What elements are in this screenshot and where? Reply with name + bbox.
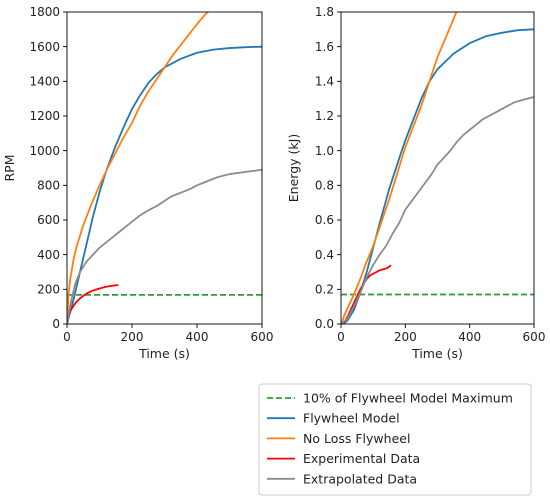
- series-line-experimental-data: [67, 284, 119, 324]
- rpm-plot: 0 200 400 600 0 200 400 600 800 1000 1200 1400 1600 1…: [2, 5, 273, 361]
- y-tick-label: 1.0: [315, 144, 334, 158]
- axes-frame: [340, 11, 535, 325]
- y-tick-label: 0.6: [315, 213, 334, 227]
- series-line-extrapolated-data: [67, 168, 262, 324]
- x-tick-label: 600: [523, 330, 546, 344]
- x-tick-label: 400: [186, 330, 209, 344]
- legend-label: 10% of Flywheel Model Maximum: [303, 391, 513, 406]
- y-tick-label: 0: [52, 317, 60, 331]
- x-tick-label: 200: [121, 330, 144, 344]
- y-tick-label: 800: [37, 179, 60, 193]
- x-tick-label: 200: [394, 330, 417, 344]
- y-tick-label: 400: [37, 248, 60, 262]
- legend-label: Flywheel Model: [303, 411, 400, 426]
- y-tick-label: 0.4: [315, 248, 334, 262]
- series-group: [341, 12, 534, 324]
- series-line-extrapolated-data: [341, 96, 534, 324]
- x-axis-label: Time (s): [138, 346, 190, 361]
- x-tick-label: 0: [337, 330, 345, 344]
- y-tick-label: 1400: [29, 75, 60, 89]
- axes-frame: [66, 11, 263, 325]
- x-axis-label: Time (s): [411, 346, 463, 361]
- y-tick-label: 1000: [29, 144, 60, 158]
- series-group: [67, 12, 262, 324]
- y-tick-label: 600: [37, 213, 60, 227]
- y-tick-label: 1200: [29, 109, 60, 123]
- legend: 10% of Flywheel Model Maximum Flywheel Mo…: [258, 383, 532, 496]
- y-tick-label: 0.8: [315, 179, 334, 193]
- y-tick-label: 1600: [29, 40, 60, 54]
- y-tick-label: 0.2: [315, 283, 334, 297]
- y-tick-label: 1.4: [315, 75, 334, 89]
- y-axis-label: Energy (kJ): [286, 134, 301, 202]
- legend-frame: [258, 383, 532, 496]
- series-line-no-loss-flywheel: [341, 12, 458, 324]
- y-tick-label: 1800: [29, 5, 60, 19]
- y-axis-label: RPM: [2, 154, 17, 181]
- x-tick-label: 400: [458, 330, 481, 344]
- x-tick-label: 0: [63, 330, 71, 344]
- x-tick-label: 600: [251, 330, 274, 344]
- y-tick-label: 200: [37, 283, 60, 297]
- series-line-flywheel-model: [341, 28, 534, 324]
- legend-label: Experimental Data: [303, 451, 420, 466]
- y-tick-label: 1.2: [315, 109, 334, 123]
- energy-plot: 0 200 400 600 0.0 0.2 0.4 0.6 0.8 1.0 1.2 1.4 1.6 1.8…: [286, 5, 546, 361]
- legend-label: No Loss Flywheel: [303, 431, 410, 446]
- y-tick-label: 1.6: [315, 40, 334, 54]
- legend-label: Extrapolated Data: [303, 471, 417, 486]
- series-line-flywheel-model: [67, 45, 262, 324]
- y-tick-label: 1.8: [315, 5, 334, 19]
- series-line-no-loss-flywheel: [67, 12, 210, 324]
- y-tick-label: 0.0: [315, 317, 334, 331]
